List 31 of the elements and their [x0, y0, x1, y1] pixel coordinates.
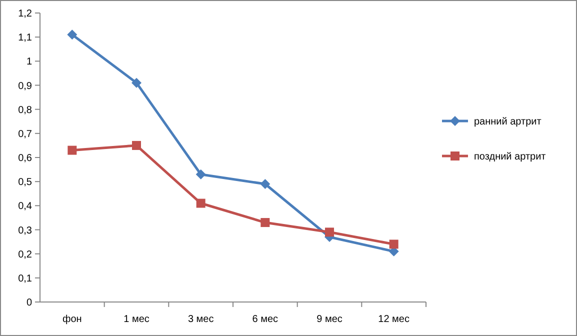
point: [67, 30, 78, 40]
y-tick-label: 0,6: [18, 153, 32, 164]
x-tick-label: 9 мес: [316, 314, 342, 325]
x-tick-label: 6 мес: [252, 314, 278, 325]
x-tick-label: 1 мес: [124, 314, 150, 325]
legend-label: ранний артрит: [474, 116, 542, 128]
point: [389, 240, 398, 249]
y-tick-label: 0,5: [18, 177, 32, 188]
y-tick-label: 0,9: [18, 80, 32, 92]
x-tick-label: фон: [62, 314, 82, 325]
y-tick-label: 1,1: [18, 32, 32, 44]
point: [260, 178, 270, 189]
point: [132, 78, 142, 88]
point: [196, 198, 206, 208]
y-tick-label: 0,1: [18, 273, 32, 284]
y-tick-label: 0: [26, 298, 32, 308]
point: [132, 140, 141, 150]
y-tick-label: 0,4: [18, 201, 32, 212]
y-tick-label: 1: [26, 56, 32, 68]
y-tick-label: 0,8: [18, 104, 32, 116]
point: [68, 146, 77, 155]
y-tick-label: 0,2: [18, 249, 32, 260]
y-tick-label: 0,3: [18, 225, 32, 236]
point: [260, 218, 270, 228]
x-tick-label: 3 мес: [188, 314, 214, 325]
y-tick-label: 0,7: [18, 128, 32, 140]
point: [196, 169, 206, 180]
point: [325, 228, 334, 237]
legend-label: поздний артрит: [474, 152, 546, 162]
x-tick-label: 12 мес: [378, 314, 410, 325]
y-tick-label: 1,2: [18, 8, 32, 20]
